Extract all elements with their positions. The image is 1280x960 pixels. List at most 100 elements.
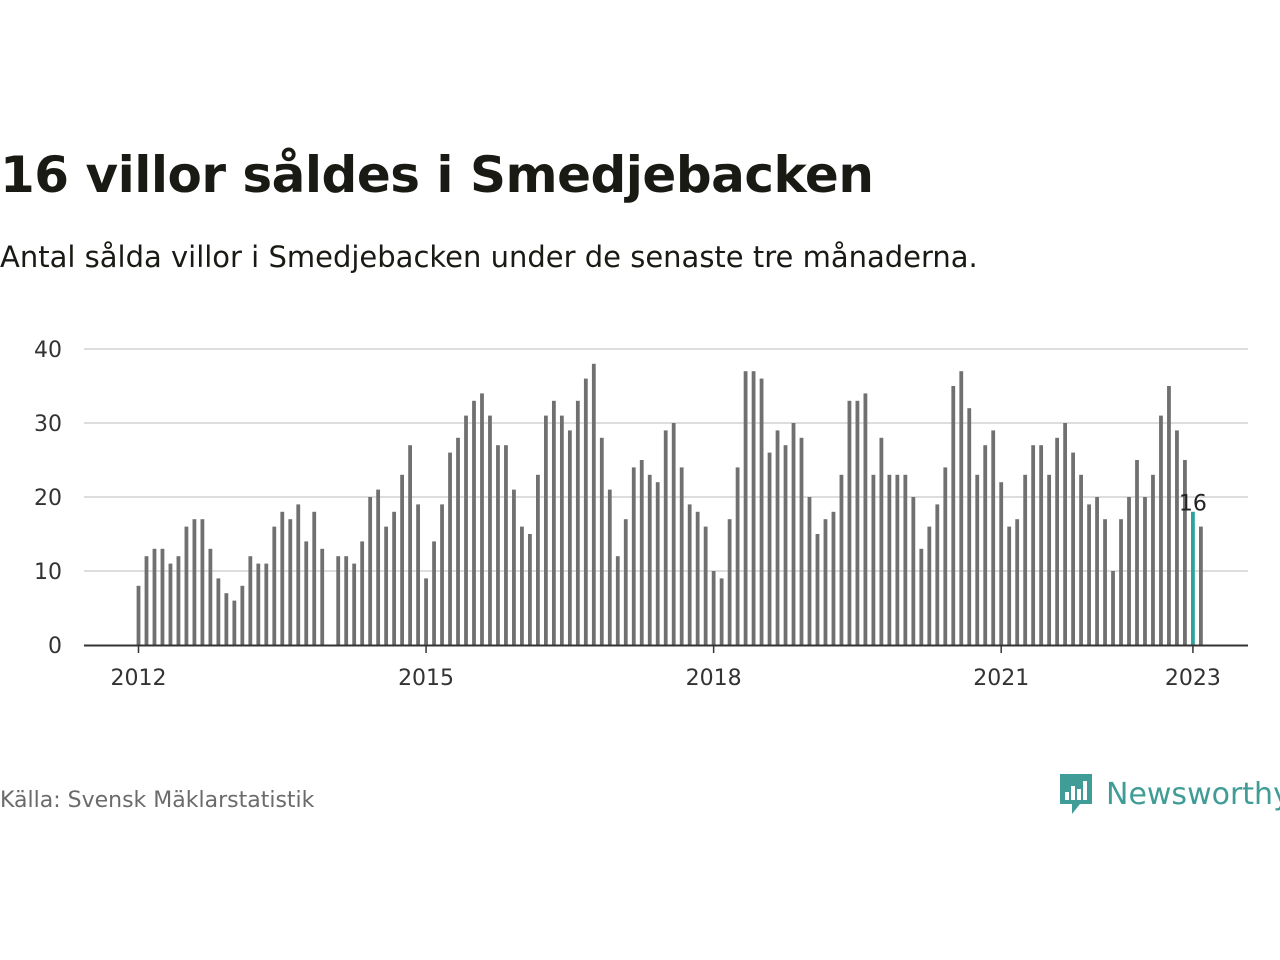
bar xyxy=(743,371,748,645)
bar xyxy=(512,489,516,645)
bar xyxy=(400,474,405,645)
bar xyxy=(719,578,724,645)
bar xyxy=(999,482,1004,645)
bar xyxy=(919,548,924,645)
brand-name: Newsworthy xyxy=(1106,776,1280,812)
bar xyxy=(1167,386,1171,645)
bar xyxy=(1103,519,1107,645)
bar xyxy=(1111,571,1115,645)
bar xyxy=(272,526,277,645)
bar xyxy=(759,378,764,645)
bar xyxy=(815,534,820,645)
bar xyxy=(392,511,397,645)
bar xyxy=(528,534,532,645)
bar xyxy=(1079,474,1083,645)
y-tick-label: 10 xyxy=(34,560,62,585)
bar xyxy=(1055,437,1060,645)
bar xyxy=(879,437,884,645)
bar xyxy=(655,482,660,645)
x-tick-label: 2023 xyxy=(1165,666,1221,691)
bar xyxy=(1023,474,1028,645)
bar xyxy=(232,600,237,645)
x-tick-label: 2021 xyxy=(973,666,1029,691)
bar xyxy=(687,504,692,645)
bar xyxy=(472,400,476,645)
bar xyxy=(727,519,732,645)
bar xyxy=(408,445,412,645)
bars xyxy=(136,363,1203,645)
bar xyxy=(991,430,996,645)
bar xyxy=(767,452,772,645)
bar xyxy=(264,563,269,645)
bar xyxy=(1119,519,1123,645)
bar xyxy=(480,393,484,645)
bar xyxy=(416,504,420,645)
bar xyxy=(224,593,229,645)
bar xyxy=(1175,430,1179,645)
bar xyxy=(871,474,876,645)
bar xyxy=(559,415,564,645)
bar xyxy=(424,578,428,645)
bar xyxy=(623,519,628,645)
bar xyxy=(983,445,988,645)
bar xyxy=(320,548,325,645)
newsworthy-logo: Newsworthy xyxy=(1058,772,1280,816)
bar xyxy=(583,378,588,645)
y-tick-label: 0 xyxy=(48,634,62,659)
bar xyxy=(1015,519,1020,645)
bar xyxy=(927,526,932,645)
bar xyxy=(200,519,205,645)
bar xyxy=(1071,452,1075,645)
bar-chart-speech-bubble-icon xyxy=(1060,774,1092,814)
bar xyxy=(1151,474,1155,645)
bar xyxy=(1039,445,1044,645)
bar xyxy=(344,556,349,645)
bar xyxy=(208,548,213,645)
bar xyxy=(536,474,540,645)
bar xyxy=(504,445,508,645)
chart-title: 16 villor såldes i Smedjebacken xyxy=(0,146,874,204)
highlight-value-label: 16 xyxy=(1179,492,1207,517)
value-labels: 16 xyxy=(1179,492,1207,517)
bar xyxy=(176,556,181,645)
bar xyxy=(607,489,612,645)
bar xyxy=(248,556,253,645)
y-axis-ticks: 0 10 20 30 40 xyxy=(34,338,62,659)
bar xyxy=(1127,497,1131,645)
bar xyxy=(551,400,556,645)
bar xyxy=(895,474,900,645)
bar xyxy=(799,437,804,645)
bar xyxy=(288,519,293,645)
bar xyxy=(1095,497,1099,645)
bar xyxy=(1031,445,1036,645)
bar xyxy=(615,556,620,645)
bar xyxy=(168,563,173,645)
bar xyxy=(376,489,381,645)
bar xyxy=(695,511,700,645)
bar xyxy=(903,474,908,645)
bar xyxy=(1007,526,1012,645)
bar xyxy=(543,415,548,645)
bar xyxy=(855,400,860,645)
x-tick-label: 2012 xyxy=(111,666,167,691)
y-tick-label: 30 xyxy=(34,412,62,437)
bar xyxy=(959,371,964,645)
bar xyxy=(216,578,221,645)
bar xyxy=(160,548,165,645)
bar xyxy=(711,571,716,645)
x-tick-label: 2018 xyxy=(686,666,742,691)
bar xyxy=(1199,526,1203,645)
bar xyxy=(631,467,636,645)
bar xyxy=(312,511,317,645)
bar xyxy=(1183,460,1187,645)
bar xyxy=(280,511,285,645)
chart-subtitle: Antal sålda villor i Smedjebacken under … xyxy=(0,240,978,274)
bar xyxy=(847,400,852,645)
x-axis: 2012 2015 2018 2021 2023 xyxy=(84,644,1248,691)
bar xyxy=(1143,497,1147,645)
bar xyxy=(647,474,652,645)
bar xyxy=(599,437,604,645)
bar xyxy=(679,467,684,645)
bar xyxy=(1135,460,1139,645)
bar xyxy=(256,563,261,645)
